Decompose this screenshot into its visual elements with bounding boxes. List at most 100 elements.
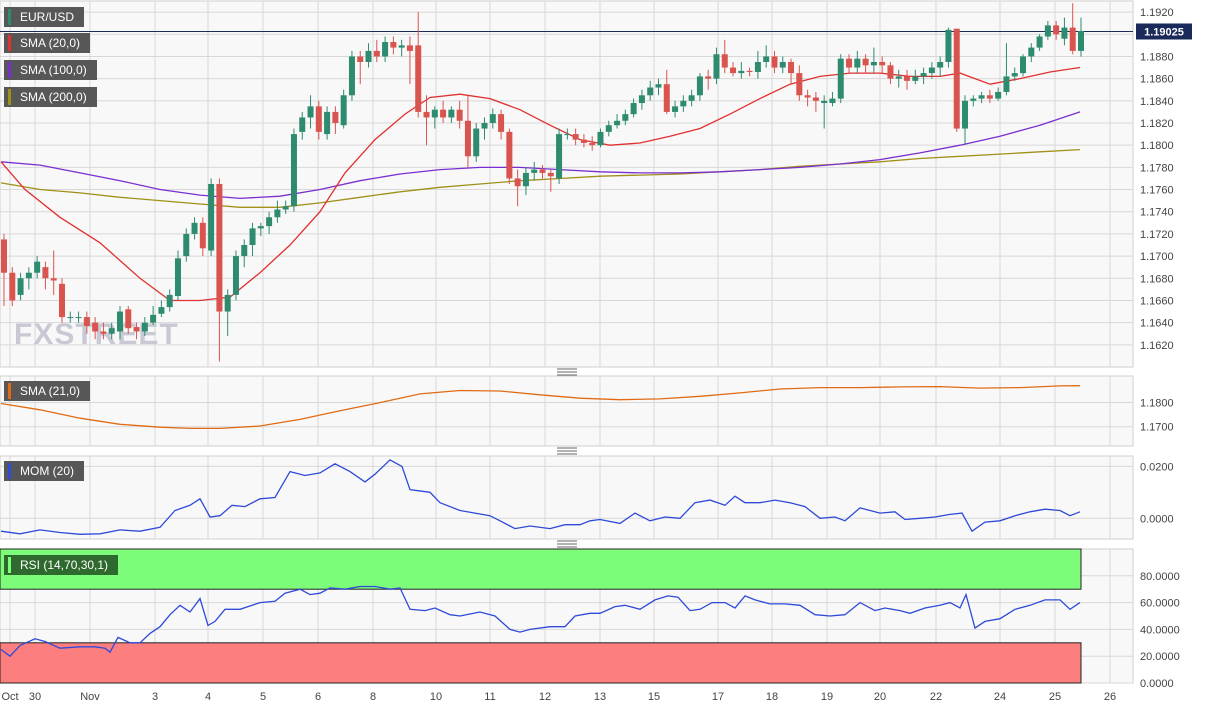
rsi-swatch	[8, 557, 11, 573]
candle-body	[390, 42, 397, 48]
candle-body	[1053, 25, 1060, 35]
panel-0-frame	[0, 0, 1134, 368]
legend-sma200[interactable]: SMA (200,0)	[4, 87, 97, 107]
candle-body	[232, 256, 239, 295]
candle-body	[1078, 30, 1084, 51]
candle-body	[67, 317, 74, 319]
candle-body	[141, 322, 148, 332]
candle-body	[357, 56, 364, 62]
candle-body	[58, 283, 65, 318]
y-tick-label: 1.1880	[1140, 51, 1174, 63]
candle-body	[415, 45, 422, 112]
candle-body	[83, 317, 90, 326]
x-tick-label: 13	[594, 691, 606, 703]
x-tick-label: 11	[484, 691, 495, 703]
candle-body	[224, 294, 231, 312]
candle-body	[324, 111, 331, 135]
candle-body	[365, 50, 372, 62]
candle-body	[837, 58, 844, 99]
candle-body	[680, 100, 687, 107]
candle-body	[912, 76, 919, 81]
y-tick-label: 1.1700	[1140, 422, 1174, 434]
legend-sma20[interactable]: SMA (20,0)	[4, 33, 91, 53]
y-tick-label: 80.0000	[1140, 571, 1180, 583]
candle-body	[779, 62, 786, 68]
candle-body	[539, 169, 546, 173]
candle-body	[1011, 73, 1018, 77]
y-tick-label: 1.1800	[1140, 140, 1174, 152]
legend-instrument[interactable]: EUR/USD	[4, 7, 85, 27]
candle-body	[9, 272, 16, 301]
candle-body	[75, 317, 82, 319]
x-tick-label: 17	[712, 691, 724, 703]
last-price-tag-text: 1.19025	[1144, 27, 1184, 39]
y-tick-label: 0.0200	[1140, 461, 1174, 473]
x-tick-label: 26	[1104, 691, 1116, 703]
candle-body	[514, 178, 521, 187]
candle-body	[299, 117, 306, 132]
legend-sma21[interactable]: SMA (21,0)	[4, 381, 91, 401]
candle-body	[266, 217, 273, 227]
y-tick-label: 1.1660	[1140, 295, 1174, 307]
x-tick-label: 3	[152, 691, 158, 703]
candle-body	[249, 228, 256, 245]
sma200-swatch	[8, 89, 11, 105]
sma200-label: SMA (200,0)	[20, 90, 87, 104]
candle-body	[696, 76, 703, 96]
candle-body	[754, 62, 761, 72]
candle-body	[953, 28, 960, 129]
candle-body	[730, 67, 737, 74]
y-tick-label: 1.1780	[1140, 162, 1174, 174]
candle-body	[738, 70, 745, 74]
candle-body	[116, 311, 123, 332]
candle-body	[241, 245, 248, 257]
candle-body	[870, 62, 877, 66]
legend-sma100[interactable]: SMA (100,0)	[4, 60, 97, 80]
candle-body	[373, 50, 380, 57]
candle-body	[398, 45, 405, 48]
y-tick-label: 1.1700	[1140, 251, 1174, 263]
candle-body	[17, 278, 24, 295]
candle-body	[572, 134, 579, 140]
candle-body	[1044, 25, 1051, 37]
panel-2-frame	[0, 455, 1134, 540]
legend-rsi[interactable]: RSI (14,70,30,1)	[4, 555, 119, 575]
sma21-line	[0, 385, 1081, 430]
candle-body	[638, 95, 645, 104]
x-tick-label: 8	[370, 691, 376, 703]
candle-body	[108, 328, 115, 334]
y-tick-label: 0.0000	[1140, 678, 1174, 690]
x-tick-label: 25	[1049, 691, 1061, 703]
x-tick-label: 24	[994, 691, 1006, 703]
y-tick-label: 1.1840	[1140, 96, 1174, 108]
mom-swatch	[8, 463, 11, 479]
candle-body	[382, 42, 389, 57]
candle-body	[464, 120, 471, 157]
y-tick-label: 0.0000	[1140, 513, 1174, 525]
candle-body	[879, 62, 886, 66]
candle-body	[945, 29, 952, 62]
mom-line	[0, 459, 1081, 535]
rsi-overbought-zone	[0, 548, 1082, 590]
candle-body	[763, 56, 770, 62]
candle-body	[821, 100, 828, 104]
candle-body	[1069, 27, 1076, 51]
candle-body	[191, 222, 198, 234]
candle-body	[34, 261, 41, 273]
candle-body	[556, 134, 563, 179]
candle-body	[199, 222, 206, 249]
x-tick-label: 4	[205, 691, 211, 703]
sma200-line	[0, 148, 1081, 208]
legend-mom[interactable]: MOM (20)	[4, 461, 84, 481]
candle-body	[25, 272, 32, 279]
candle-body	[257, 226, 264, 229]
candle-body	[423, 111, 430, 118]
candle-body	[440, 109, 447, 118]
candle-body	[597, 131, 604, 146]
candle-body	[746, 70, 753, 72]
candle-body	[614, 120, 621, 126]
candle-body	[887, 65, 894, 79]
sma20-swatch	[8, 35, 11, 51]
candle-body	[481, 123, 488, 129]
